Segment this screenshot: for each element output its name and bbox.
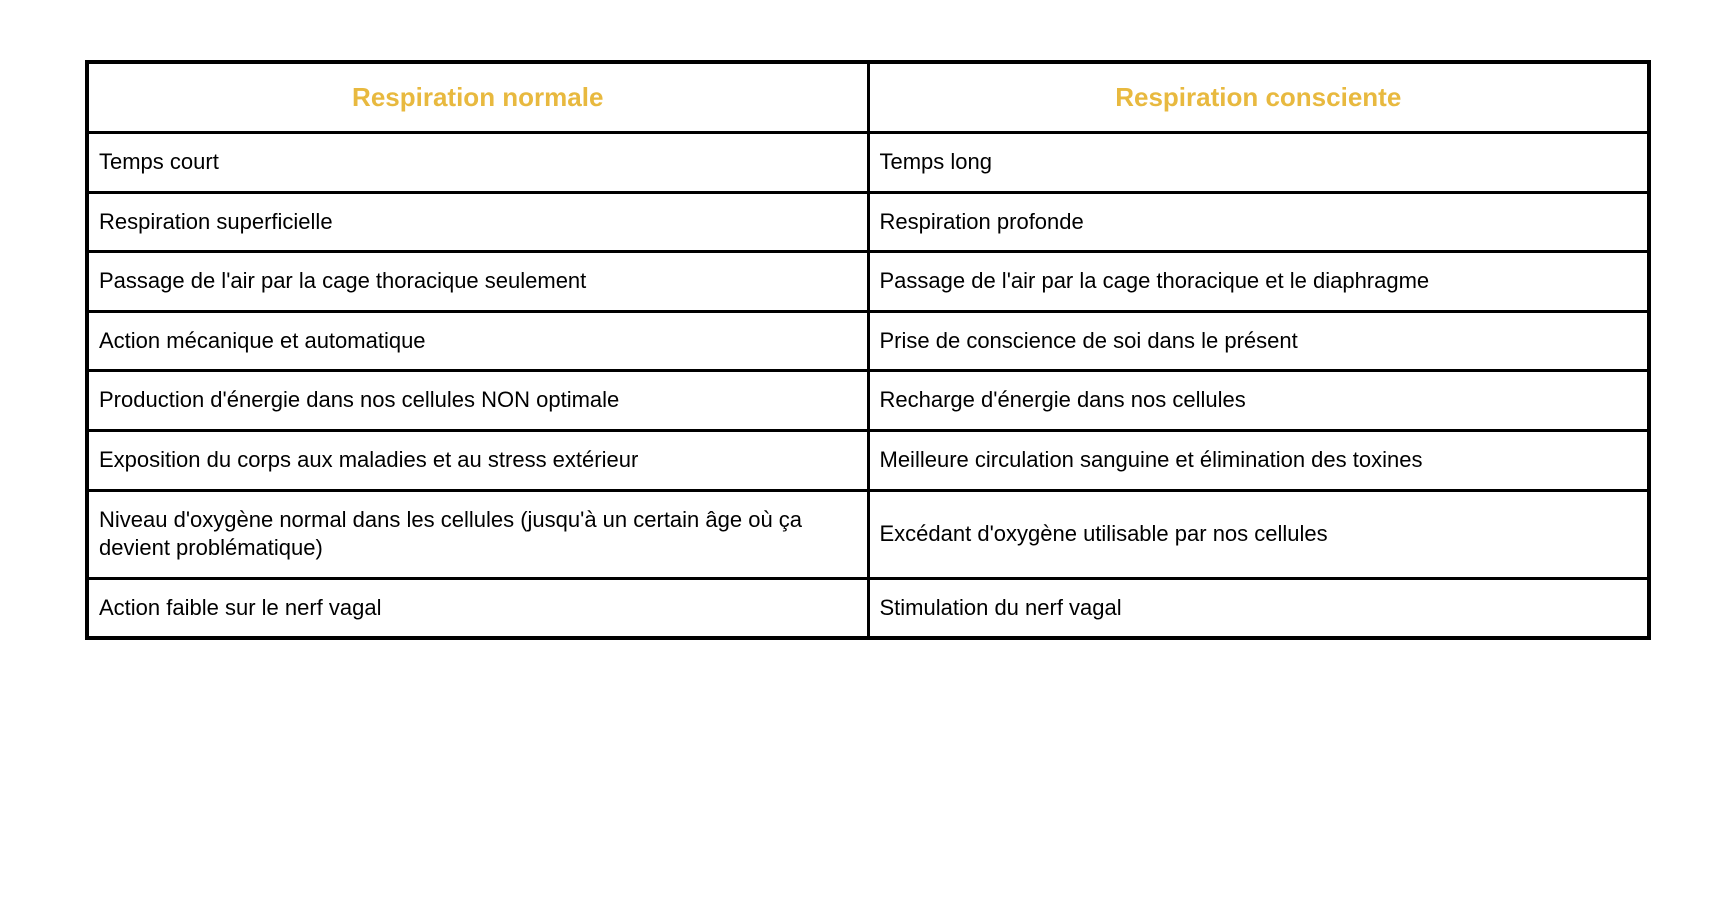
cell-right: Passage de l'air par la cage thoracique … xyxy=(868,252,1649,312)
cell-left: Respiration superficielle xyxy=(87,192,868,252)
table-row: Niveau d'oxygène normal dans les cellule… xyxy=(87,490,1649,578)
header-col-1: Respiration normale xyxy=(87,62,868,133)
cell-left: Niveau d'oxygène normal dans les cellule… xyxy=(87,490,868,578)
cell-left: Temps court xyxy=(87,133,868,193)
header-col-2: Respiration consciente xyxy=(868,62,1649,133)
table-row: Action mécanique et automatique Prise de… xyxy=(87,311,1649,371)
cell-right: Temps long xyxy=(868,133,1649,193)
cell-right: Respiration profonde xyxy=(868,192,1649,252)
cell-left: Passage de l'air par la cage thoracique … xyxy=(87,252,868,312)
table-row: Passage de l'air par la cage thoracique … xyxy=(87,252,1649,312)
comparison-table: Respiration normale Respiration conscien… xyxy=(85,60,1651,640)
cell-right: Stimulation du nerf vagal xyxy=(868,578,1649,638)
table-row: Temps court Temps long xyxy=(87,133,1649,193)
cell-right: Prise de conscience de soi dans le prése… xyxy=(868,311,1649,371)
cell-left: Exposition du corps aux maladies et au s… xyxy=(87,430,868,490)
cell-left: Action faible sur le nerf vagal xyxy=(87,578,868,638)
cell-right: Meilleure circulation sanguine et élimin… xyxy=(868,430,1649,490)
table-row: Action faible sur le nerf vagal Stimulat… xyxy=(87,578,1649,638)
table-row: Exposition du corps aux maladies et au s… xyxy=(87,430,1649,490)
table-header-row: Respiration normale Respiration conscien… xyxy=(87,62,1649,133)
table-row: Respiration superficielle Respiration pr… xyxy=(87,192,1649,252)
table-row: Production d'énergie dans nos cellules N… xyxy=(87,371,1649,431)
cell-right: Excédant d'oxygène utilisable par nos ce… xyxy=(868,490,1649,578)
cell-left: Production d'énergie dans nos cellules N… xyxy=(87,371,868,431)
cell-right: Recharge d'énergie dans nos cellules xyxy=(868,371,1649,431)
cell-left: Action mécanique et automatique xyxy=(87,311,868,371)
